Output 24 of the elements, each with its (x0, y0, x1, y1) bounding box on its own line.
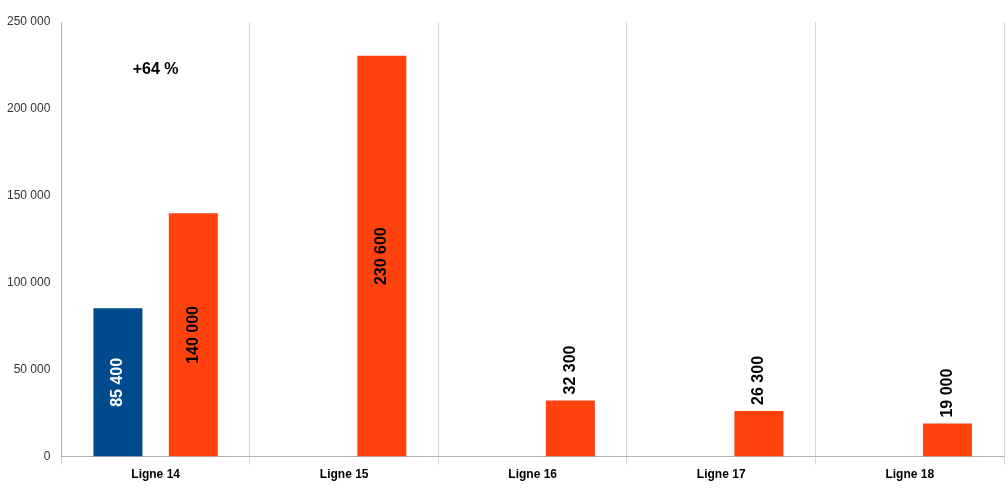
bar (734, 410, 784, 457)
data-label: 140 000 (183, 305, 201, 364)
bar (922, 423, 972, 457)
data-label: 85 400 (108, 357, 126, 407)
x-tick-label: Ligne 15 (319, 467, 369, 482)
x-tick-label: Ligne 17 (696, 467, 746, 482)
x-tick-label: Ligne 18 (885, 467, 935, 482)
data-label: 32 300 (560, 345, 578, 395)
bar (357, 55, 407, 457)
data-label: 230 600 (372, 227, 390, 286)
y-tick-label: 200 000 (6, 101, 51, 116)
x-tick-label: Ligne 16 (508, 467, 558, 482)
y-tick-label: 50 000 (13, 361, 51, 376)
y-tick-label: 100 000 (6, 275, 51, 290)
y-tick-label: 150 000 (6, 188, 51, 203)
bar (168, 213, 218, 457)
data-label: 19 000 (937, 368, 955, 418)
bar (93, 308, 143, 457)
bar (545, 400, 595, 457)
y-tick-label: 0 (43, 448, 51, 463)
y-tick-label: 250 000 (6, 14, 51, 29)
x-tick-label: Ligne 14 (131, 467, 181, 482)
annotation: +64 % (132, 60, 179, 78)
data-label: 26 300 (749, 355, 767, 405)
